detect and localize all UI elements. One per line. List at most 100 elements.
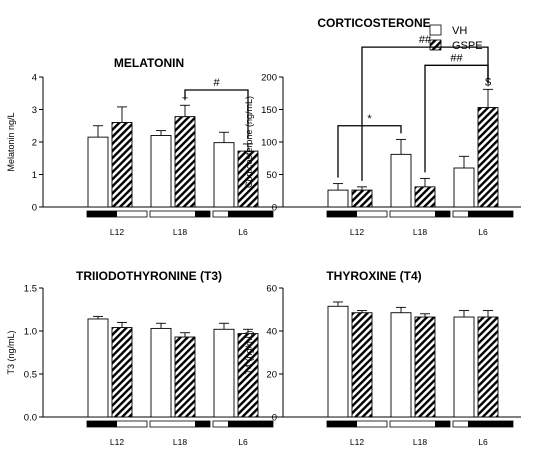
triiodothyronine-t3-y-label: T3 (ng/mL) — [6, 330, 16, 374]
t3-panel: TRIIODOTHYRONINE (T3) T3 (ng/mL) 0.0 0.5 1.0… — [6, 269, 281, 447]
triiodothyronine-t3-bar-l18-vh — [150, 327, 172, 418]
corticosterone-category-label: L12 — [350, 227, 364, 237]
thyroxine-t4-y-tick-label: 40 — [266, 327, 277, 338]
melatonin-bar-l6-gspe — [237, 150, 259, 208]
melatonin-bar-l18-vh — [150, 135, 172, 208]
triiodothyronine-t3-title: TRIIODOTHYRONINE (T3) — [76, 269, 222, 283]
triiodothyronine-t3-bar-l6-gspe — [237, 333, 259, 418]
triiodothyronine-t3-photoperiod-bar — [86, 420, 148, 428]
corticosterone-photoperiod-light — [357, 211, 387, 217]
legend-vh-label: VH — [452, 25, 467, 37]
melatonin-title: MELATONIN — [114, 56, 184, 70]
melatonin-category-label: L12 — [110, 227, 124, 237]
melatonin-bar-l12-vh — [87, 136, 109, 208]
corticosterone-significance-label: ## — [450, 52, 463, 64]
triiodothyronine-t3-bar-l18-gspe — [174, 336, 196, 418]
thyroxine-t4-category-label: L18 — [413, 437, 427, 447]
corticosterone-photoperiod-dark — [468, 211, 513, 217]
melatonin-bar-l18-gspe — [174, 116, 196, 208]
melatonin-y-tick-label: 2 — [32, 138, 37, 149]
triiodothyronine-t3-category-label: L12 — [110, 437, 124, 447]
melatonin-photoperiod-bar — [149, 210, 211, 218]
corticosterone-significance-label: ## — [419, 34, 432, 46]
melatonin-photoperiod-bar — [212, 210, 274, 218]
corticosterone-photoperiod-bar — [389, 210, 451, 218]
triiodothyronine-t3-y-tick-label: 1.5 — [24, 284, 37, 295]
triiodothyronine-t3-photoperiod-light — [117, 421, 147, 427]
corticosterone-photoperiod-light — [390, 211, 435, 217]
corticosterone-bar-l6-vh — [453, 167, 475, 208]
corticosterone-category-label: L18 — [413, 227, 427, 237]
melatonin-significance-bracket — [184, 89, 249, 138]
corticosterone-y-tick-label: 150 — [261, 105, 277, 116]
melatonin-category-label: L18 — [173, 227, 187, 237]
melatonin-bar-l6-vh — [213, 142, 235, 208]
thyroxine-t4-photoperiod-bar — [452, 420, 514, 428]
corticosterone-y-tick-label: 200 — [261, 73, 277, 84]
thyroxine-t4-photoperiod-bar — [326, 420, 388, 428]
corticosterone-bar-l12-gspe — [351, 189, 373, 208]
thyroxine-t4-photoperiod-light — [357, 421, 387, 427]
triiodothyronine-t3-y-tick-label: 0.0 — [24, 413, 37, 424]
triiodothyronine-t3-photoperiod-bar — [149, 420, 211, 428]
melatonin-photoperiod-light — [213, 211, 228, 217]
thyroxine-t4-bar-l12-vh — [327, 305, 349, 418]
thyroxine-t4-category-label: L12 — [350, 437, 364, 447]
melatonin-y-tick-label: 3 — [32, 105, 37, 116]
t4-panel: THYROXINE (T4) T4 (ng/mL) 0 20 40 60 L12 L18 L6 — [244, 269, 521, 447]
thyroxine-t4-photoperiod-dark — [435, 421, 450, 427]
corticosterone-bar-l18-vh — [390, 153, 412, 208]
thyroxine-t4-y-tick-label: 20 — [266, 370, 277, 381]
corticosterone-category-label: L6 — [478, 227, 488, 237]
thyroxine-t4-photoperiod-dark — [468, 421, 513, 427]
thyroxine-t4-bar-l6-gspe — [477, 316, 499, 418]
thyroxine-t4-photoperiod-light — [390, 421, 435, 427]
triiodothyronine-t3-bar-l12-gspe — [111, 327, 133, 418]
corticosterone-y-label: Corticosterone (ng/mL) — [244, 96, 254, 188]
triiodothyronine-t3-y-tick-label: 1.0 — [24, 327, 37, 338]
triiodothyronine-t3-photoperiod-dark — [228, 421, 273, 427]
corticosterone-significance-bracket — [361, 46, 489, 181]
triiodothyronine-t3-bar-l12-vh — [87, 318, 109, 418]
melatonin-photoperiod-light — [150, 211, 195, 217]
corticosterone-bar-l12-vh — [327, 189, 349, 208]
thyroxine-t4-y-label: T4 (ng/mL) — [244, 330, 254, 374]
melatonin-photoperiod-bar — [86, 210, 148, 218]
corticosterone-significance-label: * — [367, 113, 372, 125]
legend-gspe-label: GSPE — [452, 40, 483, 52]
triiodothyronine-t3-photoperiod-light — [213, 421, 228, 427]
corticosterone-photoperiod-light — [453, 211, 468, 217]
melatonin-photoperiod-dark — [195, 211, 210, 217]
corticosterone-significance-bracket — [337, 125, 402, 178]
legend-gspe-swatch — [429, 39, 442, 51]
melatonin-category-label: L6 — [238, 227, 248, 237]
thyroxine-t4-y-tick-label: 60 — [266, 284, 277, 295]
thyroxine-t4-photoperiod-dark — [327, 421, 357, 427]
corticosterone-photoperiod-dark — [435, 211, 450, 217]
thyroxine-t4-bar-l18-gspe — [414, 316, 436, 418]
corticosterone-photoperiod-dark — [327, 211, 357, 217]
thyroxine-t4-photoperiod-light — [453, 421, 468, 427]
triiodothyronine-t3-category-label: L18 — [173, 437, 187, 447]
thyroxine-t4-bar-l12-gspe — [351, 312, 373, 418]
corticosterone-bar-l6-gspe — [477, 107, 499, 208]
melatonin-y-tick-label: 4 — [32, 73, 37, 84]
corticosterone-y-tick-label: 50 — [266, 170, 277, 181]
corticosterone-title: CORTICOSTERONE — [317, 16, 430, 30]
triiodothyronine-t3-photoperiod-light — [150, 421, 195, 427]
melatonin-y-label: Melatonin ng/L — [6, 112, 16, 171]
corticosterone-photoperiod-bar — [326, 210, 388, 218]
thyroxine-t4-title: THYROXINE (T4) — [326, 269, 421, 283]
triiodothyronine-t3-bar-l6-vh — [213, 328, 235, 418]
corticosterone-panel: CORTICOSTERONE Corticosterone (ng/mL) 0 50 1… — [244, 16, 521, 237]
melatonin-photoperiod-dark — [228, 211, 273, 217]
triiodothyronine-t3-y-tick-label: 0.5 — [24, 370, 37, 381]
thyroxine-t4-y-tick-label: 0 — [272, 413, 277, 424]
melatonin-bar-l12-gspe — [111, 122, 133, 208]
melatonin-y-tick-label: 1 — [32, 170, 37, 181]
melatonin-significance-label: # — [213, 77, 220, 89]
legend: VH GSPE — [429, 24, 483, 52]
triiodothyronine-t3-photoperiod-dark — [195, 421, 210, 427]
